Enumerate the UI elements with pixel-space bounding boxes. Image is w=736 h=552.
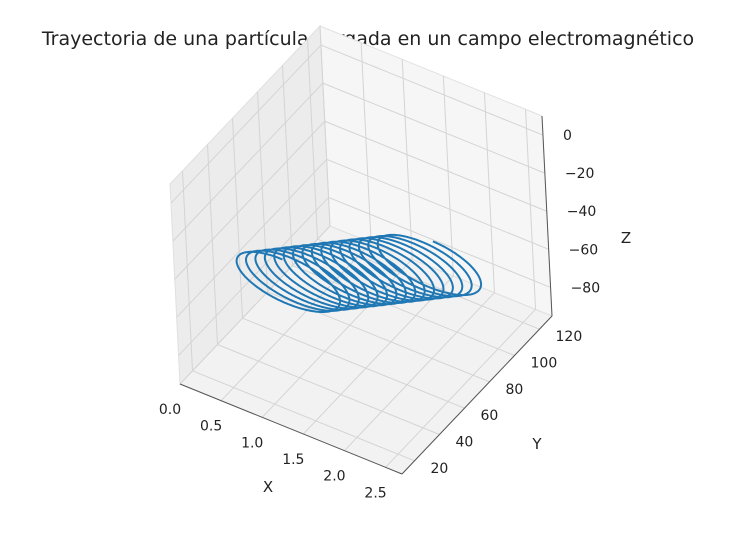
grid-line-x-floor (385, 308, 536, 468)
grid-line-z-left (170, 44, 322, 204)
z-tick-label: −40 (567, 204, 597, 220)
grid-line-y-floor (267, 291, 490, 383)
x-tick-label: 2.5 (364, 485, 386, 501)
grid-line-z-back (322, 82, 546, 174)
z-tick-label: −60 (569, 242, 599, 258)
y-tick-label: 60 (481, 408, 499, 424)
grid-line-y-left (282, 65, 293, 266)
grid-line-y-left (307, 39, 318, 240)
y-tick-label: 100 (531, 356, 558, 372)
grid-line-z-left (176, 158, 328, 318)
y-axis-line (401, 315, 553, 475)
grid-line-x-back (483, 92, 495, 293)
y-tick-label: 20 (431, 461, 449, 477)
grid-line-z-back (324, 120, 547, 212)
grid-line-y-left (182, 170, 193, 371)
grid-line-y-floor (292, 265, 515, 356)
y-axis-label: Y (531, 435, 542, 453)
y-tick-label: 40 (456, 435, 474, 451)
helix-trajectory-line (235, 233, 483, 313)
grid-line-y-left (232, 118, 243, 319)
y-tick-label: 80 (506, 382, 524, 398)
axis-labels: X Y Z (263, 229, 631, 496)
grid-line-x-back (525, 109, 537, 310)
grid-line-x-floor (179, 225, 331, 385)
z-axis-label: Z (621, 229, 631, 247)
grid-line-x-back (319, 25, 331, 227)
grid-line-x-back (360, 42, 372, 243)
grid-line-z-left (172, 82, 324, 242)
z-axis-line (541, 115, 553, 317)
grid-line-z-back (326, 158, 549, 250)
axes-panes (169, 24, 553, 475)
series-layer (235, 233, 483, 313)
x-tick-label: 1.5 (282, 452, 304, 468)
grid-line-x-floor (344, 292, 495, 452)
grid-line-z-left (174, 120, 326, 280)
x-tick-label: 0.0 (159, 402, 181, 418)
grid-line-z-left (178, 197, 329, 356)
x-axis-line (179, 383, 403, 475)
z-tick-label: −20 (565, 166, 595, 182)
tick-labels: 0.0 0.5 1.0 1.5 2.0 2.5 20 40 60 80 100 120 0 −20 −40 −… (159, 128, 600, 501)
grid-line-y-floor (217, 344, 440, 435)
grid-line-y-floor (242, 317, 465, 409)
grid-line-y-floor (192, 370, 415, 462)
grid-line-x-floor (302, 275, 454, 435)
chart-title: Trayectoria de una partícula cargada en … (41, 28, 695, 50)
x-axis-label: X (263, 478, 273, 496)
grid-line-x-back (401, 59, 413, 260)
grid-lines (170, 25, 553, 475)
grid-line-x-back (442, 75, 454, 277)
y-tick-label: 120 (556, 329, 583, 345)
z-tick-label: −80 (571, 280, 601, 296)
grid-line-y-left (207, 144, 218, 345)
grid-line-z-back (320, 44, 544, 136)
grid-line-x-floor (261, 258, 413, 418)
z-tick-label: 0 (563, 128, 572, 144)
x-tick-label: 0.5 (200, 419, 222, 435)
grid-line-z-back (328, 196, 551, 288)
x-tick-label: 1.0 (241, 435, 263, 451)
x-tick-label: 2.0 (323, 469, 345, 485)
